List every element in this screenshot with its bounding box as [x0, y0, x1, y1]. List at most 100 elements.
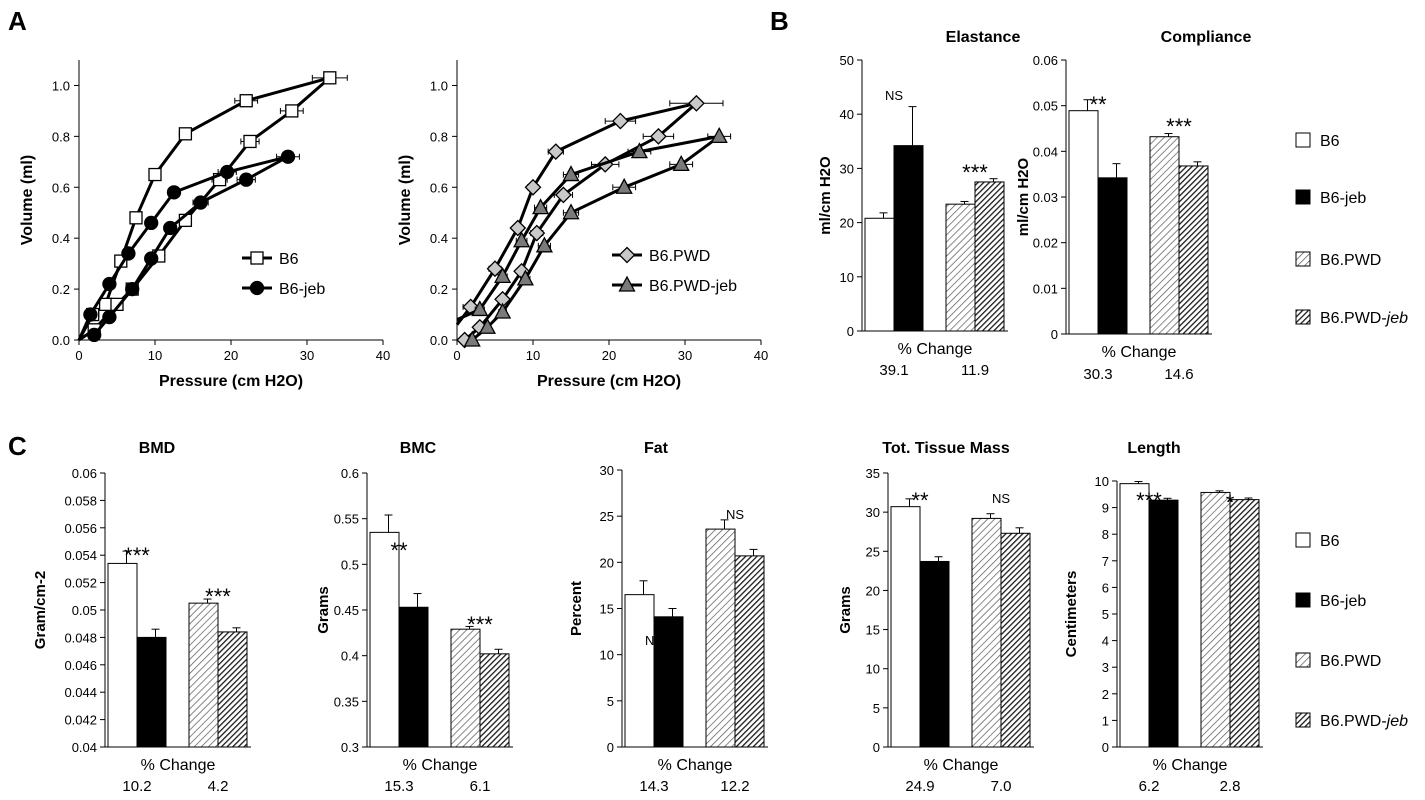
y-tick-label: 2 — [1102, 687, 1109, 702]
y-tick-label: 0.054 — [64, 548, 97, 563]
y-tick-label: 40 — [840, 107, 854, 122]
x-tick-label: 10 — [148, 348, 162, 363]
y-axis-title: Centimeters — [1063, 571, 1080, 658]
y-tick-label: 1 — [1102, 713, 1109, 728]
bar-b6 — [864, 217, 895, 332]
chart-title: Fat — [644, 440, 669, 457]
y-tick-label: 0.55 — [334, 512, 359, 527]
y-tick-label: 15 — [600, 602, 614, 617]
legend-label-main: B6.PWD- — [1320, 713, 1387, 730]
data-point — [494, 266, 512, 284]
data-point — [471, 300, 489, 317]
percent-change-label: % Change — [1102, 344, 1177, 361]
x-tick-label: 0 — [75, 348, 82, 363]
y-tick-label: 0.04 — [72, 740, 97, 755]
legend-swatch — [1295, 309, 1311, 325]
y-tick-label: 0.05 — [72, 603, 97, 618]
chart-title: BMC — [400, 440, 437, 457]
legend-swatch — [1295, 592, 1311, 608]
y-tick-label: 0.6 — [52, 180, 70, 195]
legend-swatch — [1295, 132, 1311, 148]
percent-change-value: 14.6 — [1164, 366, 1193, 383]
significance-label: ** — [911, 488, 929, 513]
data-point — [615, 177, 633, 194]
bar-legend-1: B6 B6-jeb B6.PWD B6.PWD-jeb — [1295, 132, 1408, 327]
y-tick-label: 30 — [600, 463, 614, 478]
legend-label: B6.PWD-jeb — [1320, 310, 1408, 327]
y-tick-label: 0.2 — [430, 282, 448, 297]
y-tick-label: 0.044 — [64, 685, 97, 700]
pv-chart-1: 0 10 20 30 40 0.0 0.2 0.4 0.6 0.8 1.0 Pressure (cm … — [19, 60, 390, 390]
data-point — [513, 231, 531, 248]
y-tick-label: 0.45 — [334, 603, 359, 618]
percent-change-value: 12.2 — [720, 778, 749, 795]
y-tick-label: 30 — [866, 505, 880, 520]
data-point — [562, 165, 580, 182]
legend-label: B6.PWD — [1320, 653, 1381, 670]
legend-label: B6-jeb — [1320, 190, 1366, 207]
x-tick-label: 30 — [678, 348, 692, 363]
data-point — [102, 276, 117, 292]
legend-marker — [618, 275, 636, 292]
y-tick-label: 5 — [1102, 607, 1109, 622]
data-point — [509, 219, 527, 237]
y-tick-label: 8 — [1102, 527, 1109, 542]
data-point — [528, 224, 546, 242]
panel-label-b: B — [770, 6, 789, 36]
y-tick-label: 0.058 — [64, 493, 97, 508]
percent-change-label: % Change — [924, 757, 999, 774]
data-point — [144, 251, 159, 266]
y-tick-label: 0.8 — [52, 129, 70, 144]
percent-change-value: 6.2 — [1139, 778, 1160, 795]
significance-label: NS — [992, 491, 1010, 506]
bar-b6-pwd-jeb — [479, 653, 510, 748]
y-tick-label: 0.04 — [1033, 144, 1058, 159]
bar-chart-elastance: Elastance 0 10 20 30 40 50 ml/cm H2O NS *** % Chan… — [817, 29, 1020, 379]
data-point — [129, 211, 143, 225]
y-tick-label: 0.8 — [430, 129, 448, 144]
data-point — [535, 236, 553, 253]
bar-b6-jeb — [1148, 499, 1179, 748]
bar-b6-jeb — [919, 560, 950, 748]
bar-b6-pwd — [705, 528, 736, 748]
percent-change-value: 24.9 — [905, 778, 934, 795]
bar-chart-fat: Fat 0 5 10 15 20 25 30 Percent NS NS % Change 14.3 12… — [568, 440, 768, 795]
y-tick-label: 0.6 — [430, 180, 448, 195]
data-point — [110, 297, 124, 312]
bar-b6-pwd-jeb — [1000, 532, 1031, 748]
y-axis-title: Grams — [315, 586, 332, 634]
percent-change-label: % Change — [658, 757, 733, 774]
data-point — [148, 167, 162, 182]
y-tick-label: 3 — [1102, 660, 1109, 675]
series-b6-pwd-jeb: B6.PWD-jeb — [456, 126, 737, 347]
chart-title: Length — [1127, 440, 1180, 457]
significance-label: ** — [390, 538, 408, 563]
y-tick-label: 25 — [600, 509, 614, 524]
y-tick-label: 6 — [1102, 580, 1109, 595]
bar-b6-pwd-jeb — [1178, 165, 1209, 335]
data-point — [87, 327, 102, 343]
y-axis-title: Gram/cm-2 — [32, 571, 49, 649]
data-point — [144, 215, 159, 231]
y-tick-label: 1.0 — [52, 78, 70, 93]
y-tick-label: 0.5 — [341, 557, 359, 572]
significance-label: *** — [1166, 114, 1192, 139]
y-tick-label: 0.06 — [72, 466, 97, 481]
data-point — [239, 94, 253, 108]
percent-change-value: 39.1 — [879, 362, 908, 379]
legend-label: B6.PWD-jeb — [649, 278, 737, 295]
data-point — [463, 330, 481, 347]
y-tick-label: 0.046 — [64, 658, 97, 673]
significance-label: *** — [467, 612, 493, 637]
bar-legend-2: B6 B6-jeb B6.PWD B6.PWD-jeb — [1295, 532, 1408, 730]
legend-label: B6.PWD — [1320, 252, 1381, 269]
y-tick-label: 0.01 — [1033, 281, 1058, 296]
legend-swatch — [1295, 712, 1311, 728]
legend-swatch — [1295, 251, 1311, 267]
percent-change-label: % Change — [1153, 757, 1228, 774]
data-point — [121, 246, 136, 261]
y-tick-label: 0.2 — [52, 282, 70, 297]
x-tick-label: 10 — [526, 348, 540, 363]
data-point — [83, 307, 98, 322]
